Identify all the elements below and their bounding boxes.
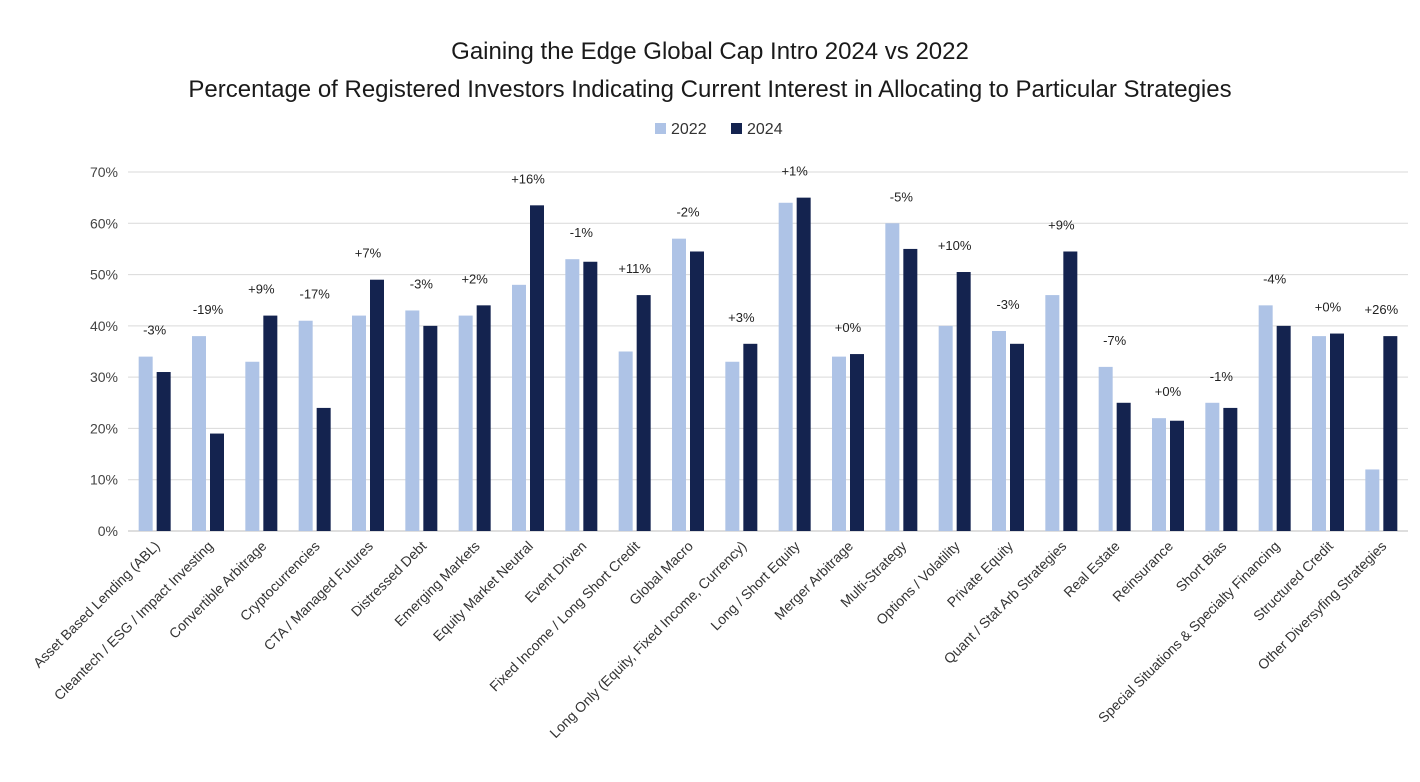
delta-label: -2% bbox=[676, 205, 700, 220]
delta-label: +26% bbox=[1365, 302, 1399, 317]
bar-2024 bbox=[370, 279, 384, 531]
bar-2024 bbox=[1010, 343, 1024, 531]
delta-label: +11% bbox=[618, 261, 651, 276]
bar-2024 bbox=[476, 305, 491, 531]
bar-2022 bbox=[298, 320, 313, 531]
bar-2022 bbox=[138, 356, 153, 531]
y-tick-label: 10% bbox=[90, 472, 118, 488]
bar-2024 bbox=[796, 197, 811, 531]
bar-2024 bbox=[636, 295, 651, 531]
bar-2022 bbox=[245, 361, 260, 531]
bar-2024 bbox=[850, 354, 864, 531]
y-tick-label: 40% bbox=[90, 318, 118, 334]
x-axis: Asset Based Lending (ABL)Cleantech / ESG… bbox=[30, 538, 1390, 741]
delta-label: +0% bbox=[1155, 384, 1182, 399]
bar-2022 bbox=[1098, 366, 1113, 531]
delta-label: +16% bbox=[511, 171, 545, 186]
delta-label: +0% bbox=[835, 320, 862, 335]
bar-2024 bbox=[1170, 420, 1184, 531]
bar-2022 bbox=[885, 223, 900, 532]
bar-2022 bbox=[832, 356, 846, 531]
bar-2022 bbox=[1045, 295, 1060, 531]
delta-label: -1% bbox=[1210, 369, 1234, 384]
delta-label: -3% bbox=[410, 276, 434, 291]
x-tick-label: Long / Short Equity bbox=[707, 538, 803, 634]
delta-label: -3% bbox=[143, 323, 167, 338]
legend: 2022 2024 bbox=[655, 121, 783, 138]
bar-2024 bbox=[423, 325, 438, 531]
legend-label-2024: 2024 bbox=[747, 121, 783, 138]
bar-2022 bbox=[1258, 305, 1273, 531]
x-tick-label: Long Only (Equity, Fixed Income, Currenc… bbox=[546, 538, 749, 741]
y-tick-label: 30% bbox=[90, 369, 118, 385]
chart-subtitle: Percentage of Registered Investors Indic… bbox=[188, 76, 1232, 103]
x-tick-label: Equity Market Neutral bbox=[430, 538, 536, 644]
bar-2022 bbox=[938, 325, 953, 531]
delta-label: -5% bbox=[890, 189, 914, 204]
delta-label: +9% bbox=[1048, 217, 1075, 232]
delta-label: +2% bbox=[461, 271, 488, 286]
delta-label: +1% bbox=[781, 164, 808, 179]
y-tick-label: 70% bbox=[90, 164, 118, 180]
bar-2022 bbox=[1365, 469, 1380, 531]
bar-2024 bbox=[156, 372, 171, 531]
bar-2024 bbox=[1116, 402, 1131, 531]
legend-swatch-2022 bbox=[655, 123, 666, 134]
delta-label: +3% bbox=[728, 310, 755, 325]
delta-labels: -3% -19% +9% -17% +7% -3% +2% +16% -1% +11% -2% +3%… bbox=[143, 164, 1398, 400]
bar-2022 bbox=[618, 351, 633, 531]
delta-label: -4% bbox=[1263, 271, 1287, 286]
delta-label: -19% bbox=[193, 302, 224, 317]
legend-label-2022: 2022 bbox=[671, 121, 707, 138]
bar-2022 bbox=[725, 361, 740, 531]
bar-2024 bbox=[530, 205, 544, 532]
bar-2022 bbox=[565, 259, 580, 531]
y-axis: 0% 10% 20% 30% 40% 50% 60% 70% bbox=[90, 164, 118, 539]
bar-2024 bbox=[210, 433, 224, 531]
bar-2024 bbox=[690, 251, 704, 531]
bar-2022 bbox=[1205, 402, 1220, 531]
x-tick-label: Short Bias bbox=[1172, 538, 1229, 595]
y-tick-label: 0% bbox=[98, 523, 118, 539]
delta-label: -3% bbox=[996, 297, 1020, 312]
bar-2024 bbox=[1330, 333, 1344, 531]
delta-label: -17% bbox=[299, 287, 330, 302]
bar-2022 bbox=[192, 336, 206, 531]
bar-2024 bbox=[316, 407, 331, 531]
delta-label: -1% bbox=[570, 225, 594, 240]
bar-2024 bbox=[903, 248, 918, 531]
bar-2024 bbox=[956, 272, 971, 531]
bar-2024 bbox=[743, 343, 758, 531]
delta-label: -7% bbox=[1103, 333, 1127, 348]
bar-2022 bbox=[778, 202, 793, 531]
delta-label: +0% bbox=[1315, 300, 1342, 315]
delta-label: +10% bbox=[938, 238, 972, 253]
bar-2022 bbox=[458, 315, 473, 531]
y-tick-label: 50% bbox=[90, 267, 118, 283]
delta-label: +7% bbox=[355, 246, 382, 261]
delta-label: +9% bbox=[248, 282, 275, 297]
bars bbox=[138, 197, 1398, 532]
bar-2022 bbox=[352, 315, 366, 531]
bar-2022 bbox=[992, 330, 1006, 531]
x-tick-label: CTA / Managed Futures bbox=[260, 538, 376, 654]
gridlines bbox=[128, 171, 1408, 532]
bar-2024 bbox=[263, 315, 278, 531]
bar-2024 bbox=[1383, 336, 1398, 531]
bar-2024 bbox=[583, 261, 598, 531]
x-tick-label: Convertible Arbitrage bbox=[166, 538, 270, 642]
bar-2022 bbox=[1312, 336, 1326, 531]
legend-swatch-2024 bbox=[731, 123, 742, 134]
bar-2024 bbox=[1276, 325, 1291, 531]
bar-2022 bbox=[1152, 418, 1166, 531]
y-tick-label: 20% bbox=[90, 420, 118, 436]
bar-2022 bbox=[405, 310, 420, 531]
chart-title: Gaining the Edge Global Cap Intro 2024 v… bbox=[451, 38, 969, 65]
bar-2024 bbox=[1063, 251, 1078, 531]
bar-2022 bbox=[672, 238, 686, 531]
bar-2024 bbox=[1223, 407, 1238, 531]
bar-2022 bbox=[512, 284, 526, 531]
y-tick-label: 60% bbox=[90, 215, 118, 231]
